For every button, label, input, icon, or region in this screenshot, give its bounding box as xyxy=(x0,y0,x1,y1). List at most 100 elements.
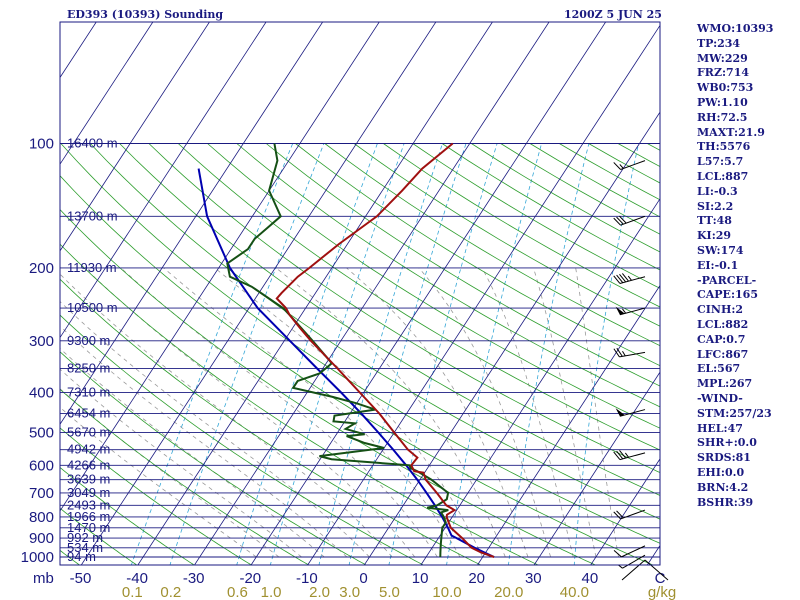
pressure-tick-label: 400 xyxy=(29,384,54,401)
isotherm-line xyxy=(60,22,380,512)
moist-adiabat xyxy=(533,267,597,558)
mixing-ratio-line xyxy=(130,143,294,565)
wind-barb-shaft xyxy=(622,554,646,569)
wind-barb-feather xyxy=(621,273,629,282)
mixing-ratio-label: 0.2 xyxy=(160,584,181,600)
moist-adiabats xyxy=(60,267,619,558)
wind-barb-feather xyxy=(616,510,624,519)
pressure-tick-label: 100 xyxy=(29,136,54,153)
wind-barbs xyxy=(613,160,646,569)
index-line: KI:29 xyxy=(697,229,732,243)
wind-barb-shaft xyxy=(620,160,646,170)
wind-barb-shaft xyxy=(620,215,646,226)
height-label: 13700 m xyxy=(67,208,118,223)
index-line: CINH:2 xyxy=(697,303,744,317)
index-line: BRN:4.2 xyxy=(697,480,749,494)
index-line: RH:72.5 xyxy=(697,110,748,124)
height-label: 5670 m xyxy=(67,425,110,440)
mixing-ratio-label: 20.0 xyxy=(494,584,523,600)
isotherm-line xyxy=(250,22,607,565)
wind-barb-half-feather xyxy=(627,275,632,281)
height-label: 7310 m xyxy=(67,384,110,399)
index-line: TH:5576 xyxy=(697,140,751,154)
moist-adiabat xyxy=(60,347,325,558)
mixing-ratio-lines xyxy=(130,143,639,565)
temperature-tick-label: 30 xyxy=(525,570,542,587)
isotherm-line xyxy=(307,24,660,565)
moist-adiabat xyxy=(575,267,619,558)
moist-adiabat xyxy=(481,267,574,558)
height-label: 3049 m xyxy=(67,485,110,500)
height-label: 992 m xyxy=(67,530,103,545)
sounding-traces xyxy=(197,142,495,558)
height-label: 11930 m xyxy=(67,260,117,275)
wind-barb-feather xyxy=(613,217,621,226)
height-label: 4942 m xyxy=(67,442,110,457)
index-line: EI:-0.1 xyxy=(697,258,739,272)
dry-adiabat xyxy=(207,143,660,429)
dry-adiabat xyxy=(177,143,660,451)
dry-adiabat xyxy=(60,466,195,565)
index-line: TP:234 xyxy=(697,36,741,50)
parcel-trace xyxy=(197,168,495,558)
moist-adiabat xyxy=(60,273,393,558)
pressure-tick-label: 1000 xyxy=(21,549,54,566)
dry-adiabat xyxy=(60,507,138,565)
dry-adiabats xyxy=(60,143,660,565)
temperature-tick-label: -10 xyxy=(296,570,318,587)
index-line: FRZ:714 xyxy=(697,66,750,80)
wind-barb xyxy=(613,545,646,558)
index-line: LFC:867 xyxy=(697,347,749,361)
pressure-tick-label: 500 xyxy=(29,425,54,442)
temperature-tick-label: 10 xyxy=(412,570,429,587)
temperature-axis-unit: C xyxy=(655,570,666,587)
height-label: 3639 m xyxy=(67,472,110,487)
mixing-ratio-label: 0.1 xyxy=(122,584,143,600)
wind-barb-shaft xyxy=(619,307,646,316)
pressure-tick-label: 200 xyxy=(29,260,54,277)
wind-barb-half-feather xyxy=(624,452,629,458)
wind-barb-feather xyxy=(613,511,621,520)
index-line: EHI:0.0 xyxy=(697,465,745,479)
wind-barb-feather xyxy=(619,273,627,283)
dry-adiabat xyxy=(295,143,660,367)
mixing-ratio-line xyxy=(348,143,467,565)
index-line: HEL:47 xyxy=(697,421,743,435)
index-line: -WIND- xyxy=(697,391,743,405)
wind-barb-feather xyxy=(616,450,624,460)
isotherms xyxy=(60,22,660,565)
mixing-ratio-line xyxy=(573,143,639,565)
dry-adiabat xyxy=(60,143,660,544)
height-label: 1966 m xyxy=(67,509,110,524)
wind-barb xyxy=(615,306,646,316)
wind-barb-shaft xyxy=(619,276,646,284)
wind-barb-feather xyxy=(619,215,627,224)
temperature-tick-label: -30 xyxy=(183,570,205,587)
mixing-ratio-label: 0.6 xyxy=(227,584,248,600)
temperature-tick-label: 0 xyxy=(359,570,367,587)
index-line: LI:-0.3 xyxy=(697,184,738,198)
index-line: MPL:267 xyxy=(697,377,753,391)
index-line: TT:48 xyxy=(697,214,732,228)
wind-barb-feather xyxy=(613,451,621,460)
index-line: STM:257/23 xyxy=(697,406,772,420)
wind-barb-feather xyxy=(619,450,627,459)
wind-barb xyxy=(613,347,646,358)
index-line: PW:1.10 xyxy=(697,95,748,109)
mixing-ratio-label: 40.0 xyxy=(560,584,589,600)
pressure-tick-label: 900 xyxy=(29,530,54,547)
index-line: L57:5.7 xyxy=(697,155,744,169)
wind-barb-feather xyxy=(616,216,624,225)
height-label: 6454 m xyxy=(67,406,110,421)
isotherm-line xyxy=(363,111,660,565)
height-label: 1470 m xyxy=(67,520,110,535)
wind-barb-pennant xyxy=(615,306,625,315)
wind-barb-shaft xyxy=(620,509,646,520)
isotherm-line xyxy=(476,284,660,565)
wind-barb-shaft xyxy=(621,545,646,558)
index-line: LCL:882 xyxy=(697,317,749,331)
temperature-tick-label: 20 xyxy=(468,570,485,587)
index-line: SI:2.2 xyxy=(697,199,734,213)
